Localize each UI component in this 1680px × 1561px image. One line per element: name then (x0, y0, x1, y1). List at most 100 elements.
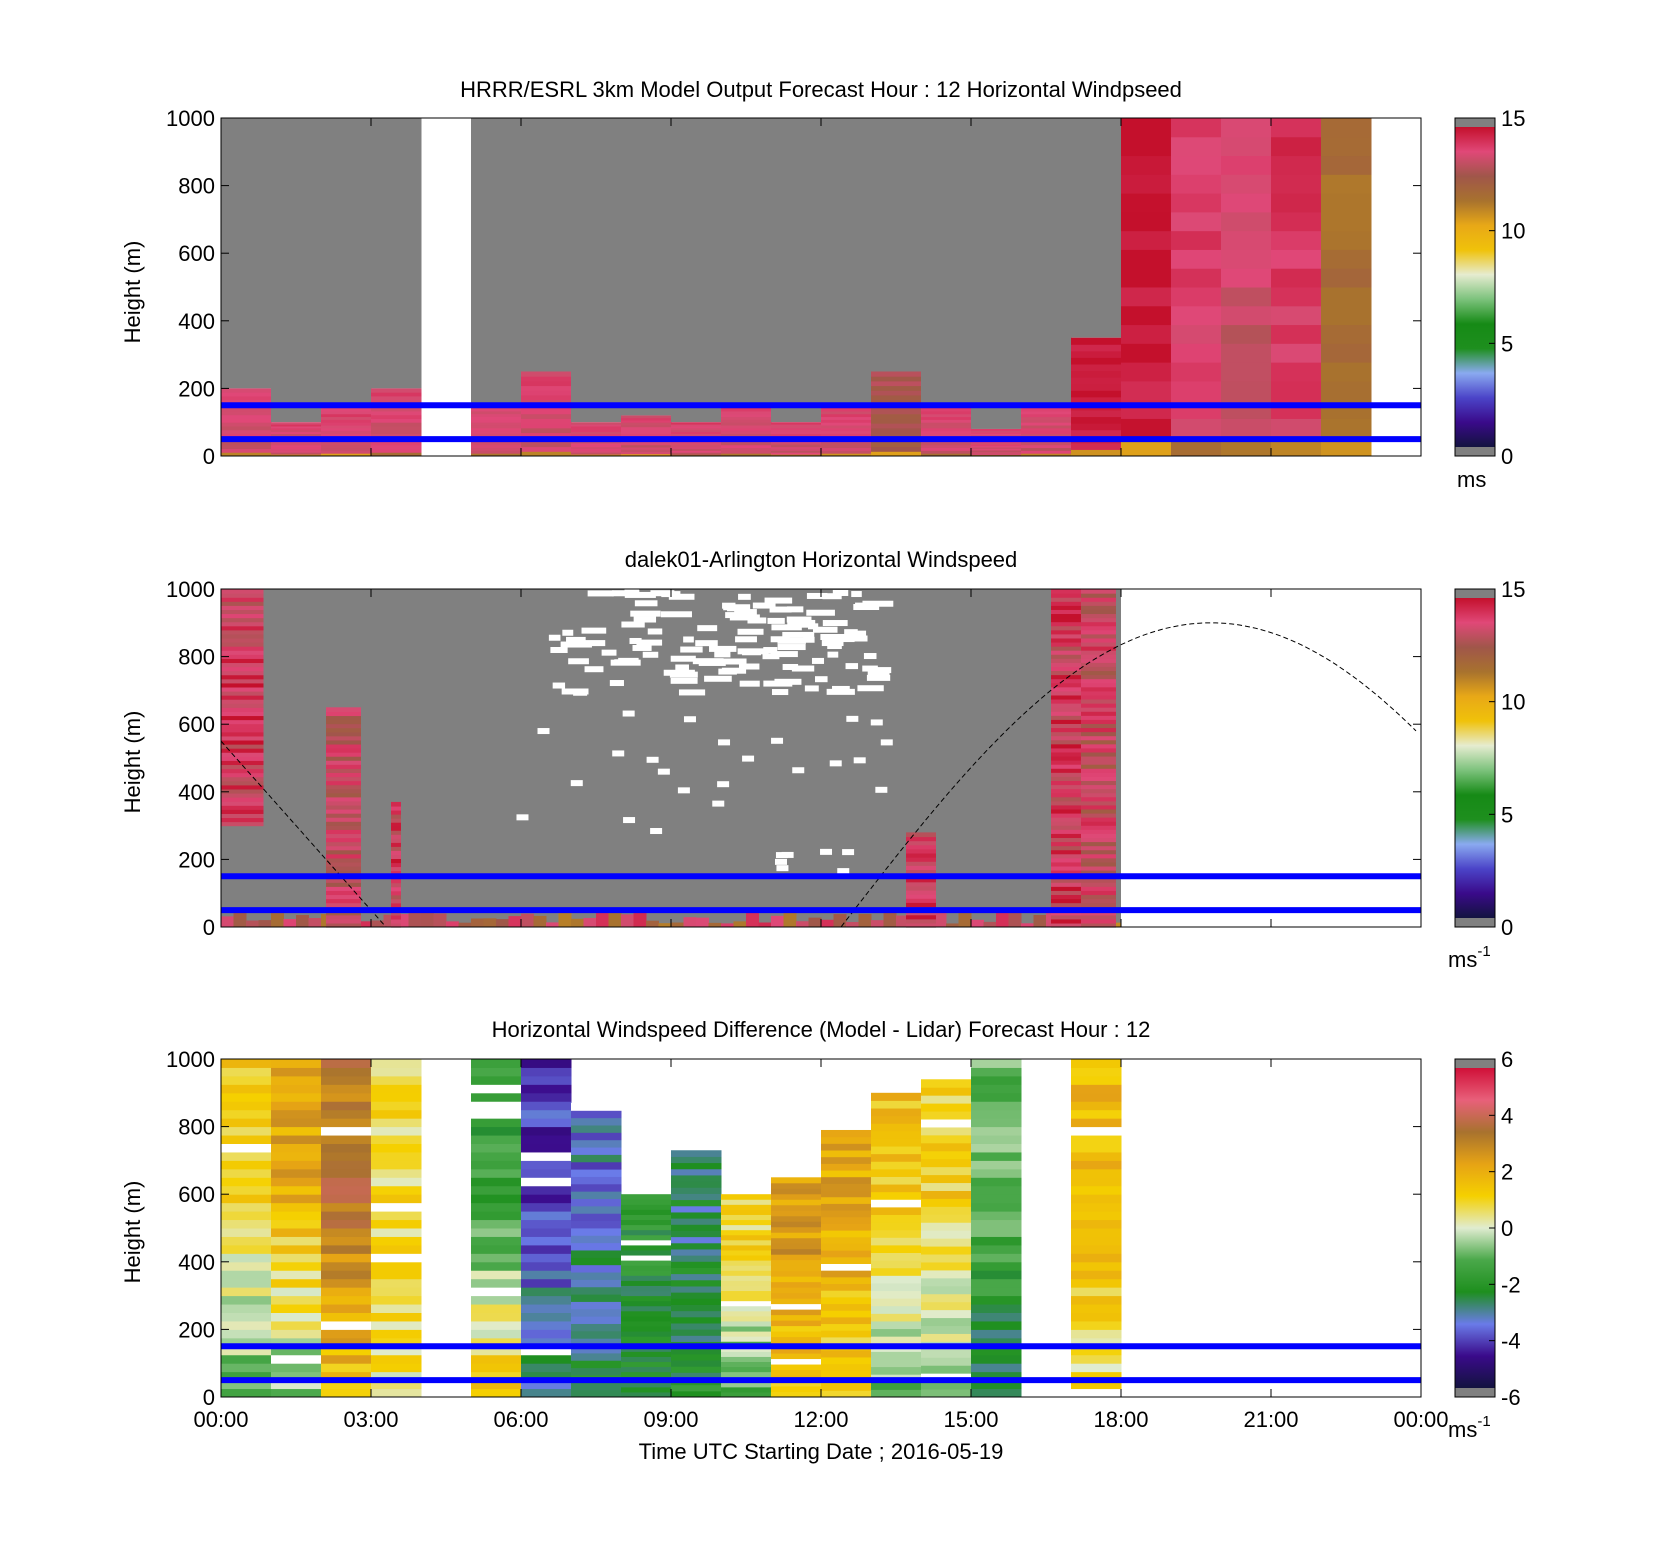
difference-cell (371, 1211, 422, 1221)
difference-cell (771, 1221, 822, 1228)
windspeed-cell (1081, 829, 1116, 834)
windspeed-cell (1221, 211, 1272, 232)
difference-cell (1071, 1118, 1122, 1128)
difference-cell (521, 1084, 572, 1094)
difference-cell (571, 1183, 622, 1192)
windspeed-cell (1081, 792, 1116, 798)
windspeed-cell (1171, 249, 1222, 269)
windspeed-cell (571, 429, 622, 433)
windspeed-cell (771, 431, 822, 434)
difference-cell (1071, 1312, 1122, 1322)
difference-cell (471, 1287, 522, 1297)
difference-cell (721, 1386, 772, 1393)
windspeed-cell (391, 918, 401, 924)
difference-cell (571, 1147, 622, 1155)
windspeed-cell (391, 922, 401, 928)
difference-cell (371, 1295, 422, 1305)
windspeed-cell (1271, 268, 1322, 288)
y-tick-label: 1000 (166, 106, 215, 131)
windspeed-cell (1081, 914, 1116, 920)
difference-cell (921, 1269, 972, 1279)
difference-cell (821, 1336, 872, 1345)
gap-cell (782, 663, 799, 670)
difference-cell (671, 1168, 722, 1176)
difference-cell (721, 1224, 772, 1231)
windspeed-cell (883, 912, 897, 927)
difference-cell (721, 1265, 772, 1271)
windspeed-cell (391, 818, 401, 823)
windspeed-cell (1051, 894, 1081, 900)
windspeed-cell (1051, 890, 1081, 896)
windspeed-cell (221, 448, 272, 453)
windspeed-cell (1051, 922, 1081, 928)
windspeed-cell (671, 446, 722, 449)
difference-cell (821, 1236, 872, 1244)
windspeed-cell (771, 422, 822, 425)
windspeed-cell (521, 432, 572, 438)
difference-cell (521, 1202, 572, 1212)
windspeed-cell (371, 920, 384, 927)
difference-cell (521, 1380, 572, 1390)
windspeed-cell (371, 399, 422, 404)
windspeed-cell (871, 418, 922, 424)
windspeed-cell (1221, 305, 1272, 326)
difference-cell (871, 1351, 922, 1360)
difference-cell (921, 1285, 972, 1295)
windspeed-cell (221, 735, 264, 741)
windspeed-cell (391, 886, 401, 892)
windspeed-cell (1081, 768, 1116, 773)
difference-cell (371, 1143, 422, 1153)
difference-cell (321, 1312, 372, 1322)
difference-cell (271, 1244, 322, 1254)
difference-cell (921, 1246, 972, 1255)
difference-cell (471, 1261, 522, 1271)
difference-cell (471, 1109, 522, 1119)
difference-cell (921, 1381, 972, 1390)
y-tick-label: 600 (178, 241, 215, 266)
windspeed-cell (1051, 857, 1081, 863)
difference-cell (221, 1363, 272, 1373)
windspeed-cell (1081, 788, 1116, 794)
windspeed-cell (571, 431, 622, 434)
windspeed-cell (1171, 193, 1222, 213)
difference-cell (271, 1067, 322, 1077)
difference-cell (921, 1095, 972, 1104)
windspeed-cell (326, 735, 361, 741)
difference-cell (271, 1160, 322, 1170)
difference-cell (621, 1391, 672, 1398)
windspeed-cell (1081, 861, 1116, 867)
difference-cell (771, 1314, 822, 1321)
windspeed-cell (521, 390, 572, 396)
difference-cell (471, 1151, 522, 1161)
difference-cell (671, 1242, 722, 1250)
gap-cell (776, 865, 789, 872)
windspeed-cell (1081, 727, 1116, 733)
windspeed-cell (1081, 629, 1116, 635)
difference-cell (521, 1270, 572, 1280)
windspeed-cell (321, 447, 372, 451)
windspeed-cell (671, 448, 722, 451)
difference-cell (1071, 1059, 1122, 1068)
difference-cell (871, 1199, 922, 1208)
windspeed-cell (1051, 768, 1081, 773)
windspeed-cell (326, 719, 361, 725)
windspeed-cell (721, 408, 772, 412)
difference-cell (621, 1214, 672, 1221)
windspeed-cell (1321, 380, 1372, 401)
difference-cell (471, 1219, 522, 1229)
windspeed-cell (1321, 155, 1372, 175)
difference-cell (671, 1353, 722, 1361)
difference-cell (1071, 1278, 1122, 1288)
difference-cell (571, 1330, 622, 1339)
windspeed-cell (221, 429, 272, 434)
windspeed-cell (1071, 337, 1122, 345)
windspeed-cell (371, 418, 422, 423)
windspeed-cell (258, 920, 272, 927)
windspeed-cell (221, 801, 264, 806)
windspeed-cell (1071, 350, 1122, 358)
windspeed-cell (471, 918, 484, 927)
difference-cell (671, 1150, 722, 1157)
windspeed-cell (271, 450, 322, 453)
y-tick-label: 200 (178, 1317, 215, 1342)
